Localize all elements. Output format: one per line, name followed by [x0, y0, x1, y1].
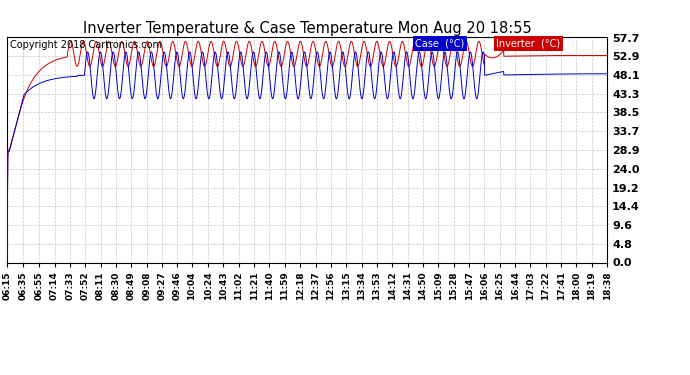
- Text: Inverter  (°C): Inverter (°C): [496, 39, 560, 49]
- Title: Inverter Temperature & Case Temperature Mon Aug 20 18:55: Inverter Temperature & Case Temperature …: [83, 21, 531, 36]
- Text: Copyright 2018 Cartronics.com: Copyright 2018 Cartronics.com: [10, 40, 162, 50]
- Text: Case  (°C): Case (°C): [415, 39, 464, 49]
